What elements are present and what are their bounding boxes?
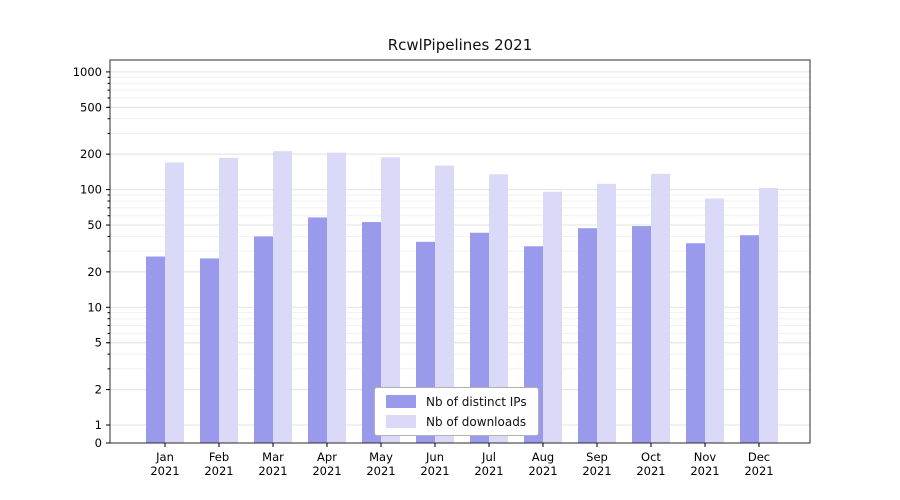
legend: Nb of distinct IPs Nb of downloads [374, 387, 539, 436]
bars-downloads [165, 151, 778, 444]
bar [273, 151, 292, 444]
bar [308, 217, 327, 443]
x-tick-label: Apr 2021 [312, 450, 341, 478]
bar [381, 157, 400, 444]
bar [597, 183, 616, 443]
bar [740, 235, 759, 443]
y-tick-label: 1 [95, 418, 102, 432]
bar [632, 226, 651, 443]
x-tick-label: Sep 2021 [582, 450, 611, 478]
x-tick-label: Nov 2021 [690, 450, 719, 478]
bar [219, 157, 238, 443]
y-tick-label: 0 [95, 436, 102, 450]
x-tick-label: Jul 2021 [474, 450, 503, 478]
y-tick-label: 100 [80, 183, 102, 197]
bar [489, 174, 508, 444]
legend-label-distinct-ips: Nb of distinct IPs [426, 394, 527, 409]
x-axis: Jan 2021 Feb 2021 Mar 2021 Apr 2021 May 2021 Jun 20… [150, 443, 774, 478]
bar [705, 198, 724, 443]
bar [759, 188, 778, 443]
y-tick-label: 2 [95, 383, 102, 397]
x-tick-label: Dec 2021 [744, 450, 773, 478]
bar [200, 258, 219, 443]
x-tick-label: Jun 2021 [420, 450, 449, 478]
bar [254, 236, 273, 443]
legend-swatch-distinct-ips [386, 395, 416, 408]
legend-swatch-downloads [386, 415, 416, 428]
y-tick-label: 50 [87, 218, 102, 232]
bar [543, 191, 562, 443]
bar [686, 243, 705, 443]
y-tick-label: 200 [80, 147, 102, 161]
bar [651, 173, 670, 443]
y-tick-label: 5 [95, 336, 102, 350]
legend-item-downloads: Nb of downloads [386, 415, 527, 428]
bar [435, 165, 454, 443]
x-tick-label: Feb 2021 [204, 450, 233, 478]
x-tick-label: May 2021 [366, 450, 395, 478]
legend-item-distinct-ips: Nb of distinct IPs [386, 395, 527, 408]
bar [327, 152, 346, 443]
x-tick-label: Mar 2021 [258, 450, 287, 478]
y-tick-label: 10 [87, 300, 102, 314]
x-tick-label: Jan 2021 [150, 450, 179, 478]
y-tick-label: 500 [80, 100, 102, 114]
x-tick-label: Aug 2021 [528, 450, 557, 478]
y-tick-label: 20 [87, 265, 102, 279]
y-axis: 0 1 2 5 10 20 50 100 200 500 1000 [73, 65, 110, 450]
bar [165, 162, 184, 443]
bar [146, 256, 165, 443]
chart-title: RcwlPipelines 2021 [387, 36, 533, 54]
x-tick-label: Oct 2021 [636, 450, 665, 478]
legend-label-downloads: Nb of downloads [426, 414, 527, 429]
y-tick-label: 1000 [73, 65, 102, 79]
bar [578, 228, 597, 443]
